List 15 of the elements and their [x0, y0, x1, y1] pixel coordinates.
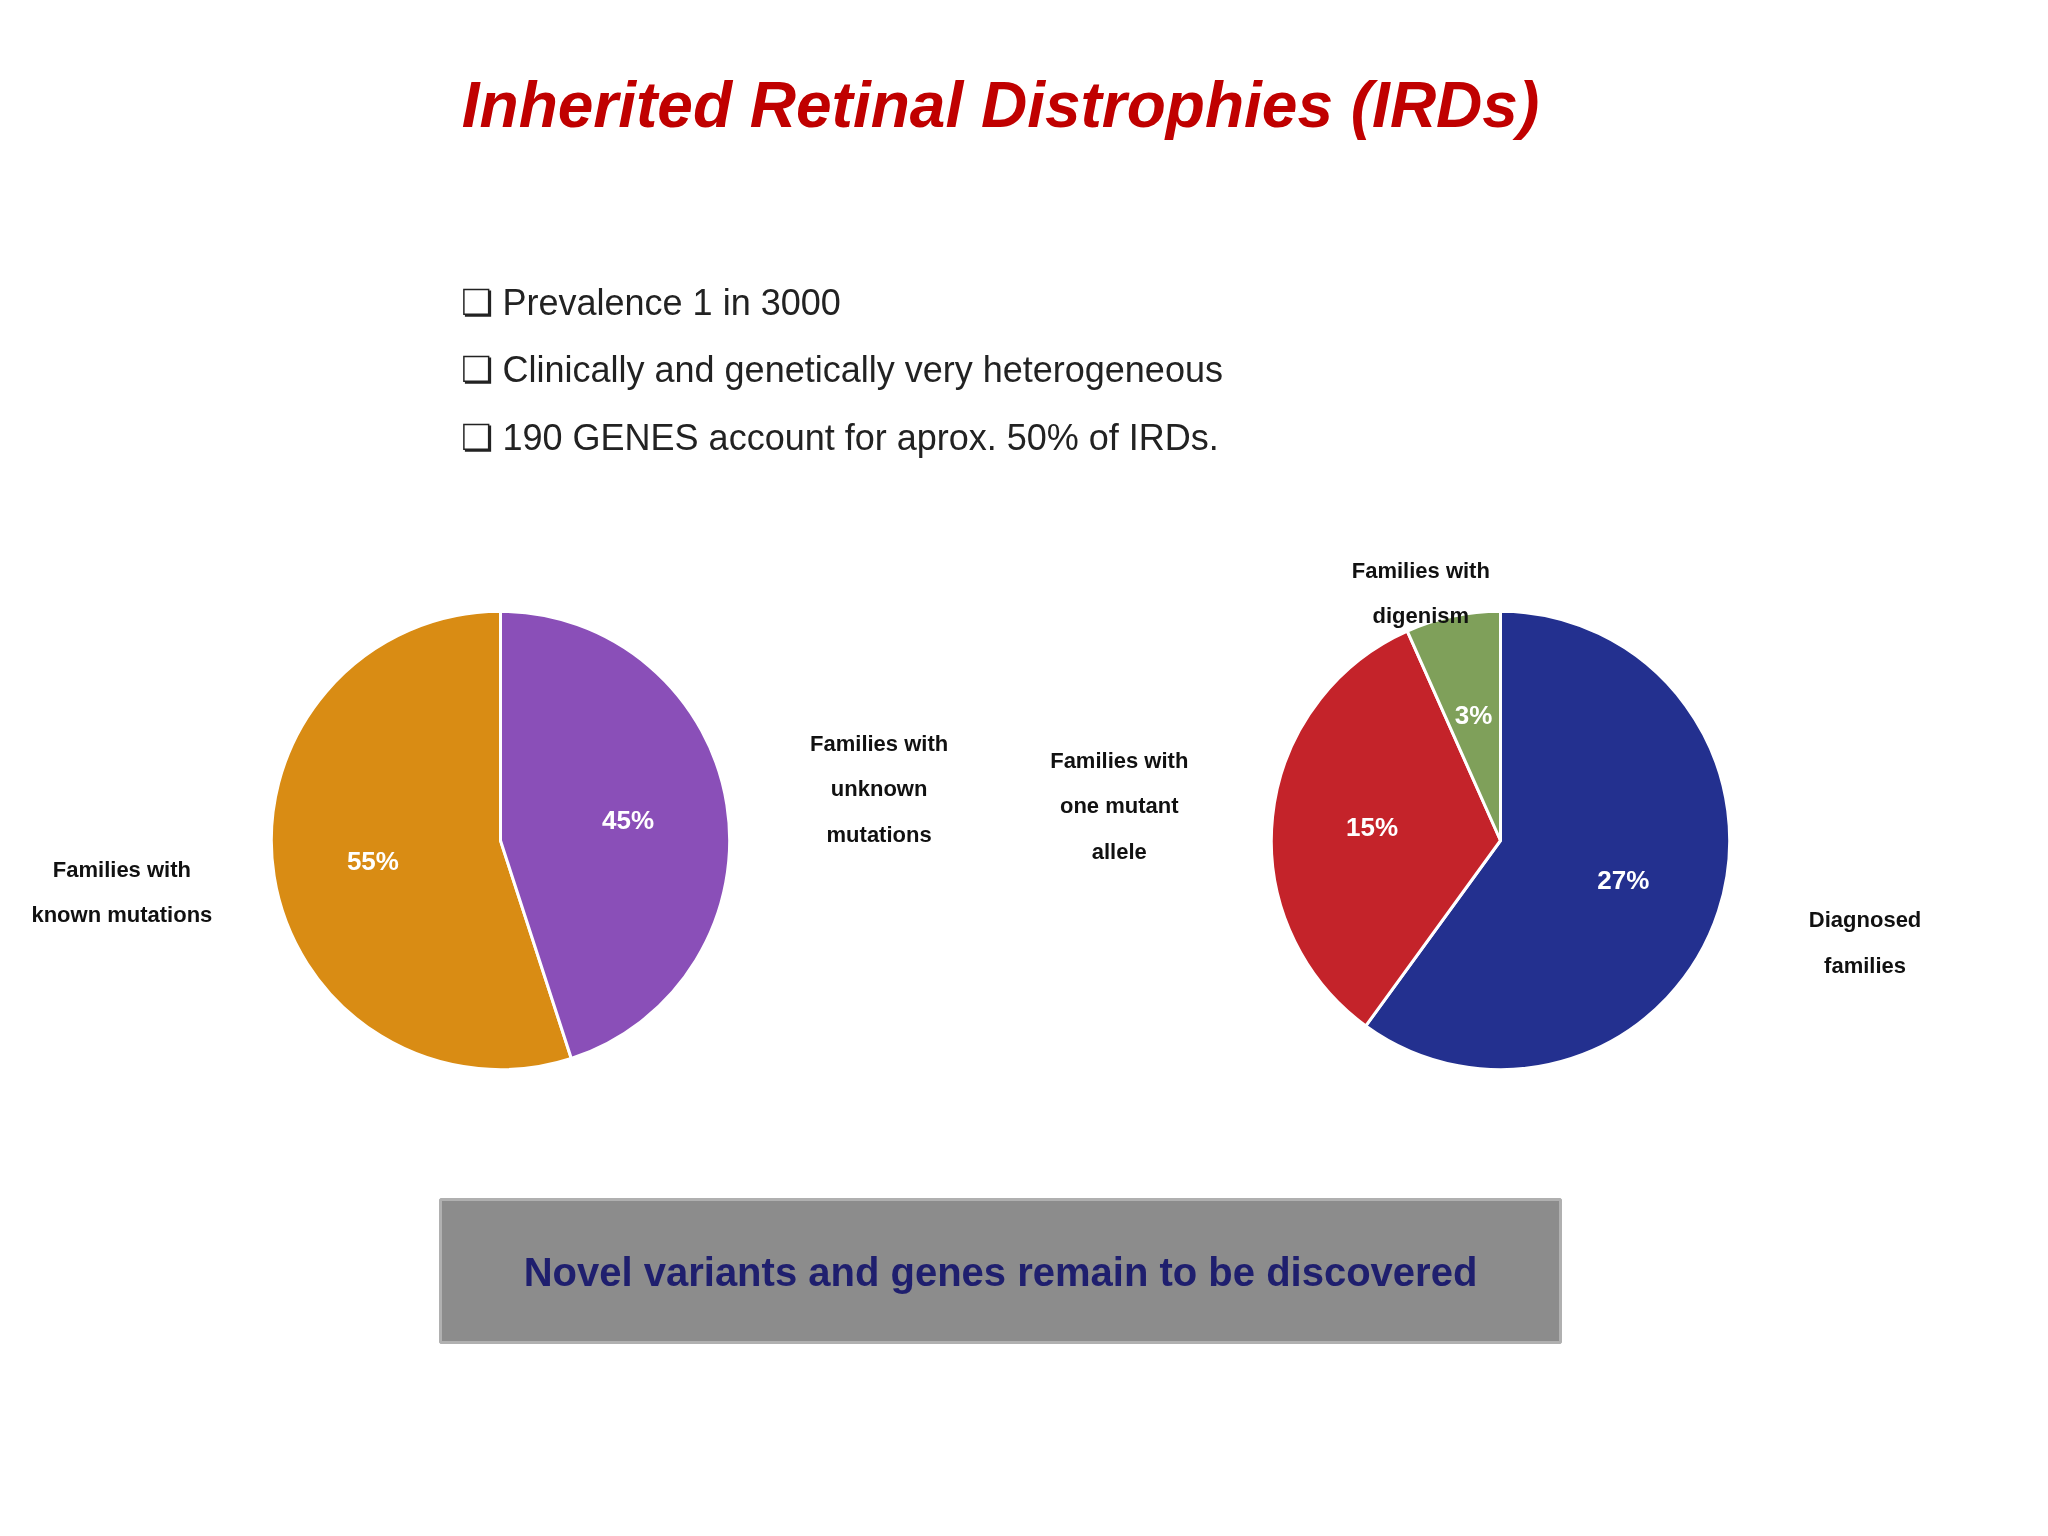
slice-label: Diagnosed families: [1808, 907, 1922, 978]
slice-label: Families with known mutations: [31, 856, 213, 928]
text: ❏ Clinically and genetically very heterogeneous: [460, 349, 1223, 391]
data-label: 15%: [1346, 812, 1399, 843]
data-label: 27%: [1597, 865, 1650, 896]
slice-label: Families with unknown mutations: [810, 730, 949, 847]
text: ❏ 190 GENES account for aprox. 50% of IRDs.: [460, 416, 1219, 458]
data-label: 3%: [1454, 700, 1493, 731]
data-label: 45%: [602, 805, 655, 836]
slice-label: Families with digenism: [1351, 557, 1490, 628]
text: Novel variants and genes remain to be discovered: [523, 1250, 1478, 1295]
slice-label: Families with one mutant allele: [1050, 748, 1189, 864]
data-label: 55%: [346, 845, 399, 876]
chart-title: Inherited Retinal Distrophies (IRDs): [461, 68, 1540, 141]
text: ❏ Prevalence 1 in 3000: [460, 281, 841, 323]
